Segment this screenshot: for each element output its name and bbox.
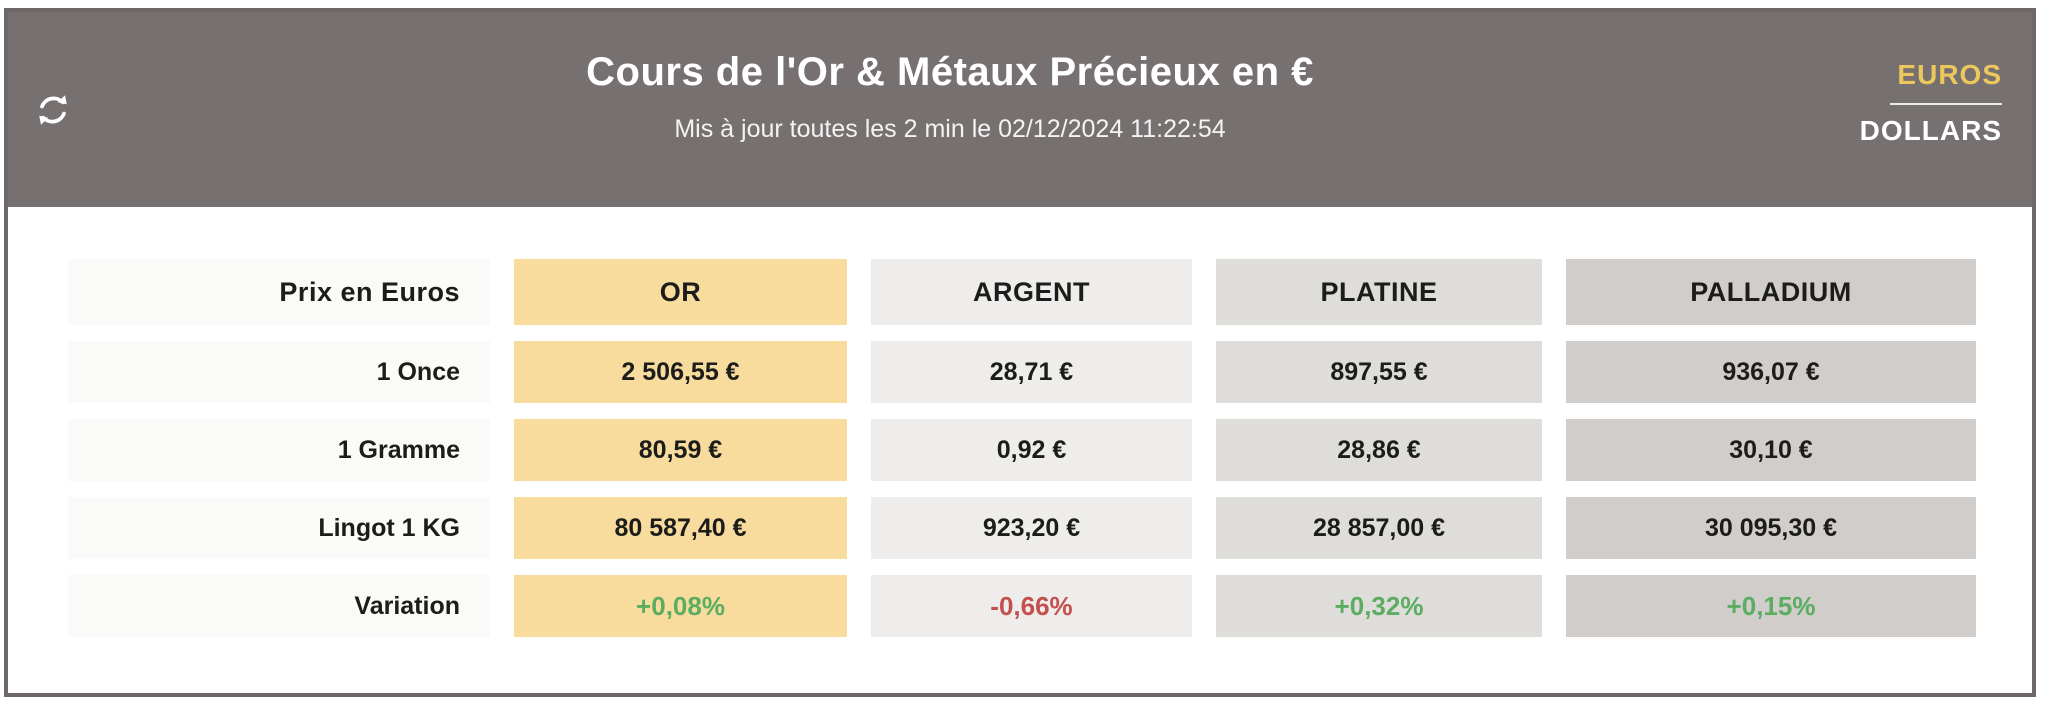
currency-dollars-button[interactable]: DOLLARS <box>1859 114 2002 146</box>
column-header-or: OR <box>514 259 847 325</box>
row-label-gramme: 1 Gramme <box>68 419 490 481</box>
price-lingot-palladium: 30 095,30 € <box>1566 497 1976 559</box>
currency-euros-button[interactable]: EUROS <box>1897 58 2002 90</box>
column-header-platine: PLATINE <box>1216 259 1542 325</box>
price-lingot-argent: 923,20 € <box>871 497 1192 559</box>
column-header-argent: ARGENT <box>871 259 1192 325</box>
corner-label: Prix en Euros <box>68 259 490 325</box>
refresh-button[interactable] <box>8 12 98 207</box>
price-gramme-or: 80,59 € <box>514 419 847 481</box>
price-once-argent: 28,71 € <box>871 341 1192 403</box>
price-lingot-or: 80 587,40 € <box>514 497 847 559</box>
variation-palladium: +0,15% <box>1566 575 1976 637</box>
row-label-lingot: Lingot 1 KG <box>68 497 490 559</box>
column-header-palladium: PALLADIUM <box>1566 259 1976 325</box>
refresh-icon <box>39 94 67 125</box>
prices-table: Prix en Euros OR ARGENT PLATINE PALLADIU… <box>68 259 2032 637</box>
price-once-platine: 897,55 € <box>1216 341 1542 403</box>
price-gramme-argent: 0,92 € <box>871 419 1192 481</box>
price-lingot-platine: 28 857,00 € <box>1216 497 1542 559</box>
price-once-palladium: 936,07 € <box>1566 341 1976 403</box>
widget-header: Cours de l'Or & Métaux Précieux en € Mis… <box>8 12 2032 207</box>
update-status: Mis à jour toutes les 2 min le 02/12/202… <box>674 114 1226 143</box>
header-titles: Cours de l'Or & Métaux Précieux en € Mis… <box>98 50 1802 170</box>
row-label-once: 1 Once <box>68 341 490 403</box>
row-label-variation: Variation <box>68 575 490 637</box>
metal-prices-widget: Cours de l'Or & Métaux Précieux en € Mis… <box>4 8 2036 697</box>
page-title: Cours de l'Or & Métaux Précieux en € <box>586 49 1314 94</box>
price-gramme-platine: 28,86 € <box>1216 419 1542 481</box>
variation-argent: -0,66% <box>871 575 1192 637</box>
currency-divider <box>1890 102 2002 105</box>
currency-toggle: EUROS DOLLARS <box>1802 59 2032 161</box>
variation-platine: +0,32% <box>1216 575 1542 637</box>
price-gramme-palladium: 30,10 € <box>1566 419 1976 481</box>
variation-or: +0,08% <box>514 575 847 637</box>
price-once-or: 2 506,55 € <box>514 341 847 403</box>
